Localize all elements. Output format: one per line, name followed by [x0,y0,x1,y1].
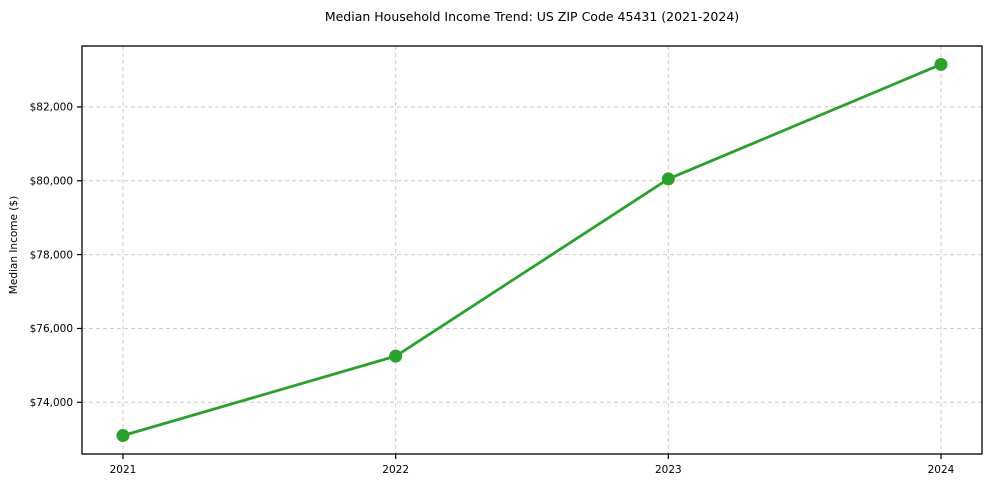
y-tick-label: $74,000 [30,397,73,409]
x-tick-label: 2021 [110,464,137,476]
y-tick-label: $78,000 [30,249,73,261]
data-point-2022 [389,349,403,363]
x-tick-label: 2022 [382,464,409,476]
chart-title: Median Household Income Trend: US ZIP Co… [324,9,740,24]
data-point-2024 [934,57,948,71]
y-tick-label: $82,000 [30,102,73,114]
plot-border [81,45,983,455]
x-tick-label: 2023 [655,464,682,476]
y-tick-label: $80,000 [30,175,73,187]
data-point-2021 [116,429,130,443]
y-tick-label: $76,000 [30,323,73,335]
income-trend-line [121,63,943,437]
data-point-2023 [661,172,675,186]
x-tick-label: 2024 [928,464,955,476]
